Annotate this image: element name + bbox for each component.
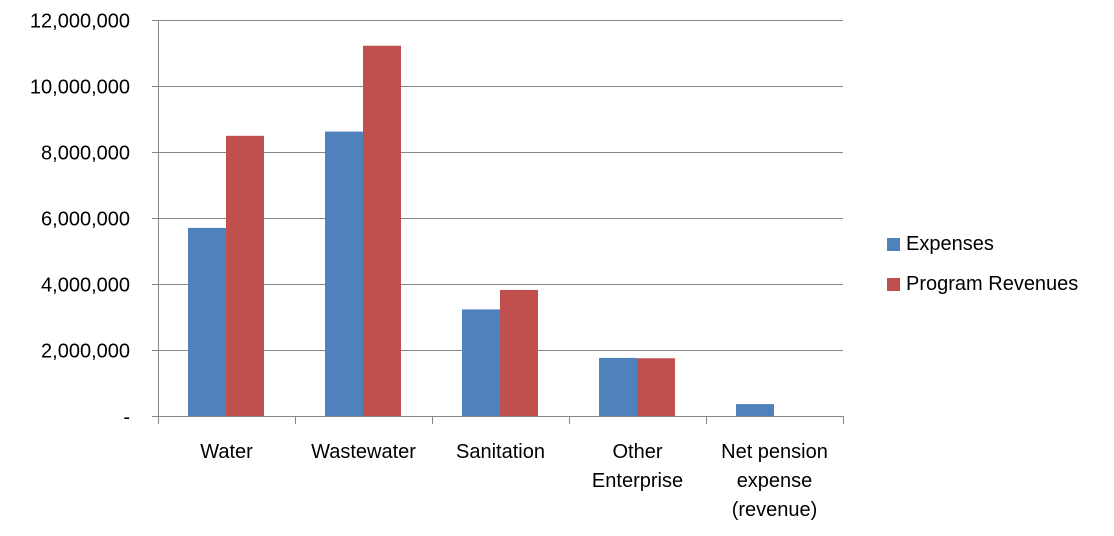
legend-item-expenses: Expenses — [887, 231, 1078, 257]
axes — [152, 20, 844, 424]
y-tick-label: 6,000,000 — [41, 209, 130, 231]
bars — [188, 45, 774, 417]
bar-program-revenues-3 — [637, 358, 675, 416]
y-tick-label: 4,000,000 — [41, 275, 130, 297]
x-tick-label: Water — [200, 441, 253, 463]
legend: Expenses Program Revenues — [887, 231, 1078, 311]
legend-label-program-revenues: Program Revenues — [906, 272, 1079, 295]
bar-expenses-2 — [462, 309, 500, 416]
x-tick-label: Other Enterprise — [592, 441, 683, 492]
y-tick-label: 12,000,000 — [30, 11, 130, 33]
legend-item-program-revenues: Program Revenues — [887, 271, 1078, 297]
grid-lines — [152, 20, 843, 351]
legend-swatch-expenses — [887, 237, 900, 251]
x-tick-labels: Water Wastewater Sanitation Other Enterprise… — [200, 441, 828, 521]
x-tick-label: Net pension expense (revenue) — [721, 441, 828, 521]
y-tick-labels: - 2,000,000 4,000,000 6,000,000 8,000,000 10,… — [30, 11, 130, 429]
x-tick-label: Sanitation — [456, 441, 545, 463]
bar-program-revenues-1 — [363, 45, 401, 417]
bar-program-revenues-2 — [500, 289, 538, 416]
legend-swatch-program-revenues — [887, 277, 900, 291]
y-tick-label: 8,000,000 — [41, 143, 130, 165]
bar-expenses-1 — [325, 131, 363, 417]
y-tick-label: - — [123, 407, 130, 429]
legend-label-expenses: Expenses — [906, 232, 994, 255]
bar-expenses-3 — [599, 357, 637, 416]
x-tick-label: Wastewater — [311, 441, 416, 463]
y-tick-label: 10,000,000 — [30, 77, 130, 99]
bar-expenses-4 — [736, 404, 774, 416]
y-tick-label: 2,000,000 — [41, 341, 130, 363]
bar-expenses-0 — [188, 227, 226, 416]
bar-program-revenues-0 — [226, 135, 264, 416]
